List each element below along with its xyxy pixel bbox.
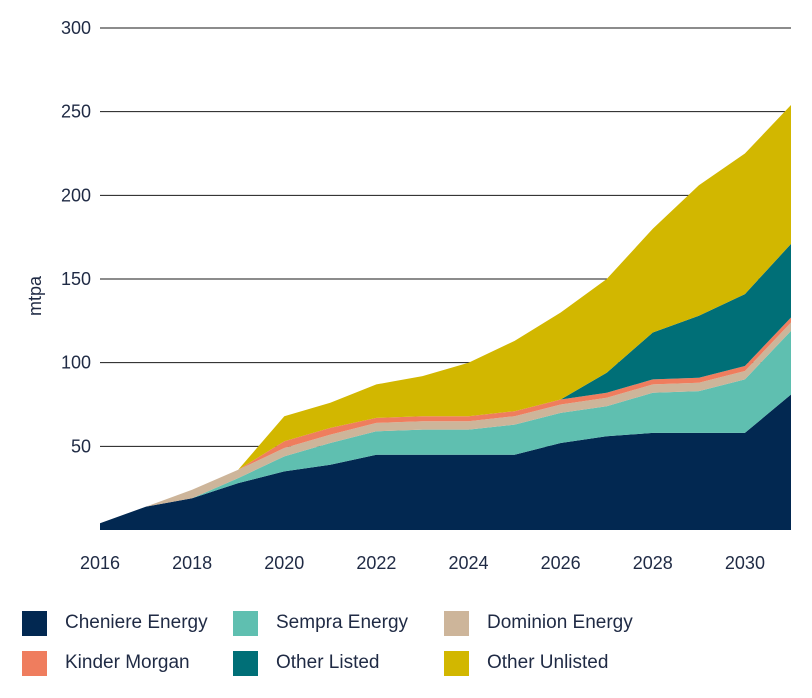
x-tick-label: 2024: [449, 553, 489, 573]
x-tick-label: 2030: [725, 553, 765, 573]
area-series: [100, 105, 791, 530]
y-tick-label: 200: [61, 185, 91, 205]
legend-label: Kinder Morgan: [65, 652, 190, 673]
legend-label: Dominion Energy: [487, 612, 633, 633]
legend-swatch: [22, 650, 47, 676]
x-tick-label: 2028: [633, 553, 673, 573]
x-tick-label: 2026: [541, 553, 581, 573]
y-tick-label: 50: [71, 436, 91, 456]
legend-item-kinder-morgan: Kinder Morgan: [22, 648, 190, 678]
legend: Cheniere Energy Sempra Energy Dominion E…: [0, 600, 812, 698]
y-axis-label: mtpa: [25, 275, 45, 316]
legend-swatch: [444, 610, 469, 636]
x-tick-label: 2022: [356, 553, 396, 573]
legend-label: Other Unlisted: [487, 652, 609, 673]
area-kinder-morgan: [100, 317, 791, 524]
x-tick-label: 2016: [80, 553, 120, 573]
legend-label: Sempra Energy: [276, 612, 409, 633]
y-tick-label: 250: [61, 102, 91, 122]
legend-label: Cheniere Energy: [65, 612, 208, 633]
legend-item-dominion-energy: Dominion Energy: [444, 608, 633, 638]
y-axis-ticks: 50 100 150 200 250 300: [61, 18, 91, 456]
area-cheniere-energy: [100, 394, 791, 530]
legend-item-sempra-energy: Sempra Energy: [233, 608, 408, 638]
legend-label: Other Listed: [276, 652, 380, 673]
legend-item-cheniere-energy: Cheniere Energy: [22, 608, 208, 638]
x-axis-ticks: 2016 2018 2020 2022 2024 2026 2028 2030: [80, 553, 765, 573]
area-other-unlisted: [100, 105, 791, 524]
area-dominion-energy: [100, 322, 791, 524]
y-tick-label: 300: [61, 18, 91, 38]
x-tick-label: 2018: [172, 553, 212, 573]
y-tick-label: 150: [61, 269, 91, 289]
legend-swatch: [444, 650, 469, 676]
x-tick-label: 2020: [264, 553, 304, 573]
legend-swatch: [233, 610, 258, 636]
legend-swatch: [22, 610, 47, 636]
legend-item-other-listed: Other Listed: [233, 648, 380, 678]
legend-swatch: [233, 650, 258, 676]
y-tick-label: 100: [61, 353, 91, 373]
legend-item-other-unlisted: Other Unlisted: [444, 648, 608, 678]
area-sempra-energy: [100, 330, 791, 524]
